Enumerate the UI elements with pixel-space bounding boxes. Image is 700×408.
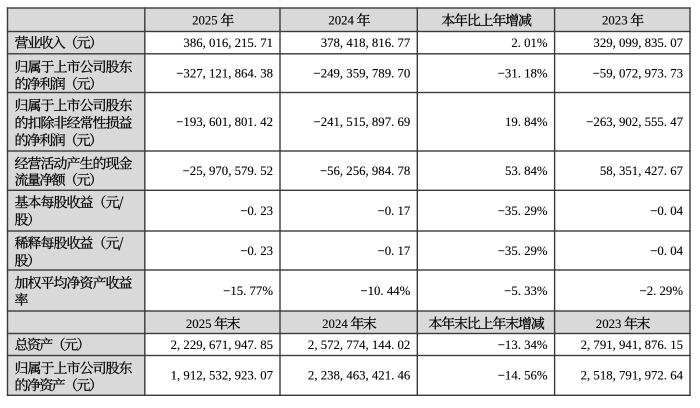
svg-text:−13. 34%: −13. 34% — [498, 338, 548, 352]
svg-text:−0. 04: −0. 04 — [650, 204, 683, 218]
svg-text:−327, 121, 864. 38: −327, 121, 864. 38 — [176, 66, 273, 80]
svg-text:−35. 29%: −35. 29% — [498, 204, 548, 218]
svg-text:58, 351, 427. 67: 58, 351, 427. 67 — [600, 164, 684, 178]
svg-text:19. 84%: 19. 84% — [505, 115, 548, 129]
svg-text:2, 518, 791, 972. 64: 2, 518, 791, 972. 64 — [581, 369, 684, 383]
svg-text:−2. 29%: −2. 29% — [640, 284, 684, 298]
svg-text:−5. 33%: −5. 33% — [504, 284, 548, 298]
svg-text:−0. 23: −0. 23 — [240, 244, 273, 258]
svg-text:−241, 515, 897. 69: −241, 515, 897. 69 — [314, 115, 411, 129]
svg-text:−31. 18%: −31. 18% — [498, 66, 548, 80]
svg-text:−193, 601, 801. 42: −193, 601, 801. 42 — [176, 115, 273, 129]
svg-text:−0. 04: −0. 04 — [650, 244, 683, 258]
svg-text:−35. 29%: −35. 29% — [498, 244, 548, 258]
svg-text:−249, 359, 789. 70: −249, 359, 789. 70 — [314, 66, 411, 80]
svg-text:2, 238, 463, 421. 46: 2, 238, 463, 421. 46 — [308, 369, 411, 383]
svg-text:53. 84%: 53. 84% — [505, 164, 548, 178]
svg-text:−14. 56%: −14. 56% — [498, 369, 548, 383]
svg-text:2, 572, 774, 144. 02: 2, 572, 774, 144. 02 — [308, 338, 410, 352]
svg-text:2024: 2024 — [322, 317, 348, 331]
svg-text:−0. 17: −0. 17 — [377, 244, 410, 258]
svg-text:2025: 2025 — [192, 14, 218, 28]
svg-text:−0. 23: −0. 23 — [240, 204, 273, 218]
svg-text:1, 912, 532, 923. 07: 1, 912, 532, 923. 07 — [171, 369, 274, 383]
svg-text:−0. 17: −0. 17 — [377, 204, 410, 218]
svg-text:−25, 970, 579. 52: −25, 970, 579. 52 — [183, 164, 273, 178]
svg-text:−56, 256, 984. 78: −56, 256, 984. 78 — [320, 164, 410, 178]
svg-text:2. 01%: 2. 01% — [511, 36, 548, 50]
svg-text:−15. 77%: −15. 77% — [223, 284, 273, 298]
svg-text:−59, 072, 973. 73: −59, 072, 973. 73 — [593, 66, 683, 80]
svg-text:2, 791, 941, 876. 15: 2, 791, 941, 876. 15 — [581, 338, 683, 352]
svg-text:2, 229, 671, 947. 85: 2, 229, 671, 947. 85 — [171, 338, 273, 352]
svg-text:−263, 902, 555. 47: −263, 902, 555. 47 — [586, 115, 683, 129]
svg-text:2025: 2025 — [186, 317, 212, 331]
svg-text:2023: 2023 — [596, 317, 622, 331]
svg-text:378, 418, 816. 77: 378, 418, 816. 77 — [321, 36, 411, 50]
svg-text:386, 016, 215. 71: 386, 016, 215. 71 — [183, 36, 273, 50]
svg-text:−10. 44%: −10. 44% — [360, 284, 410, 298]
svg-text:329, 099, 835. 07: 329, 099, 835. 07 — [593, 36, 683, 50]
svg-text:2023: 2023 — [602, 14, 628, 28]
svg-text:2024: 2024 — [328, 14, 354, 28]
